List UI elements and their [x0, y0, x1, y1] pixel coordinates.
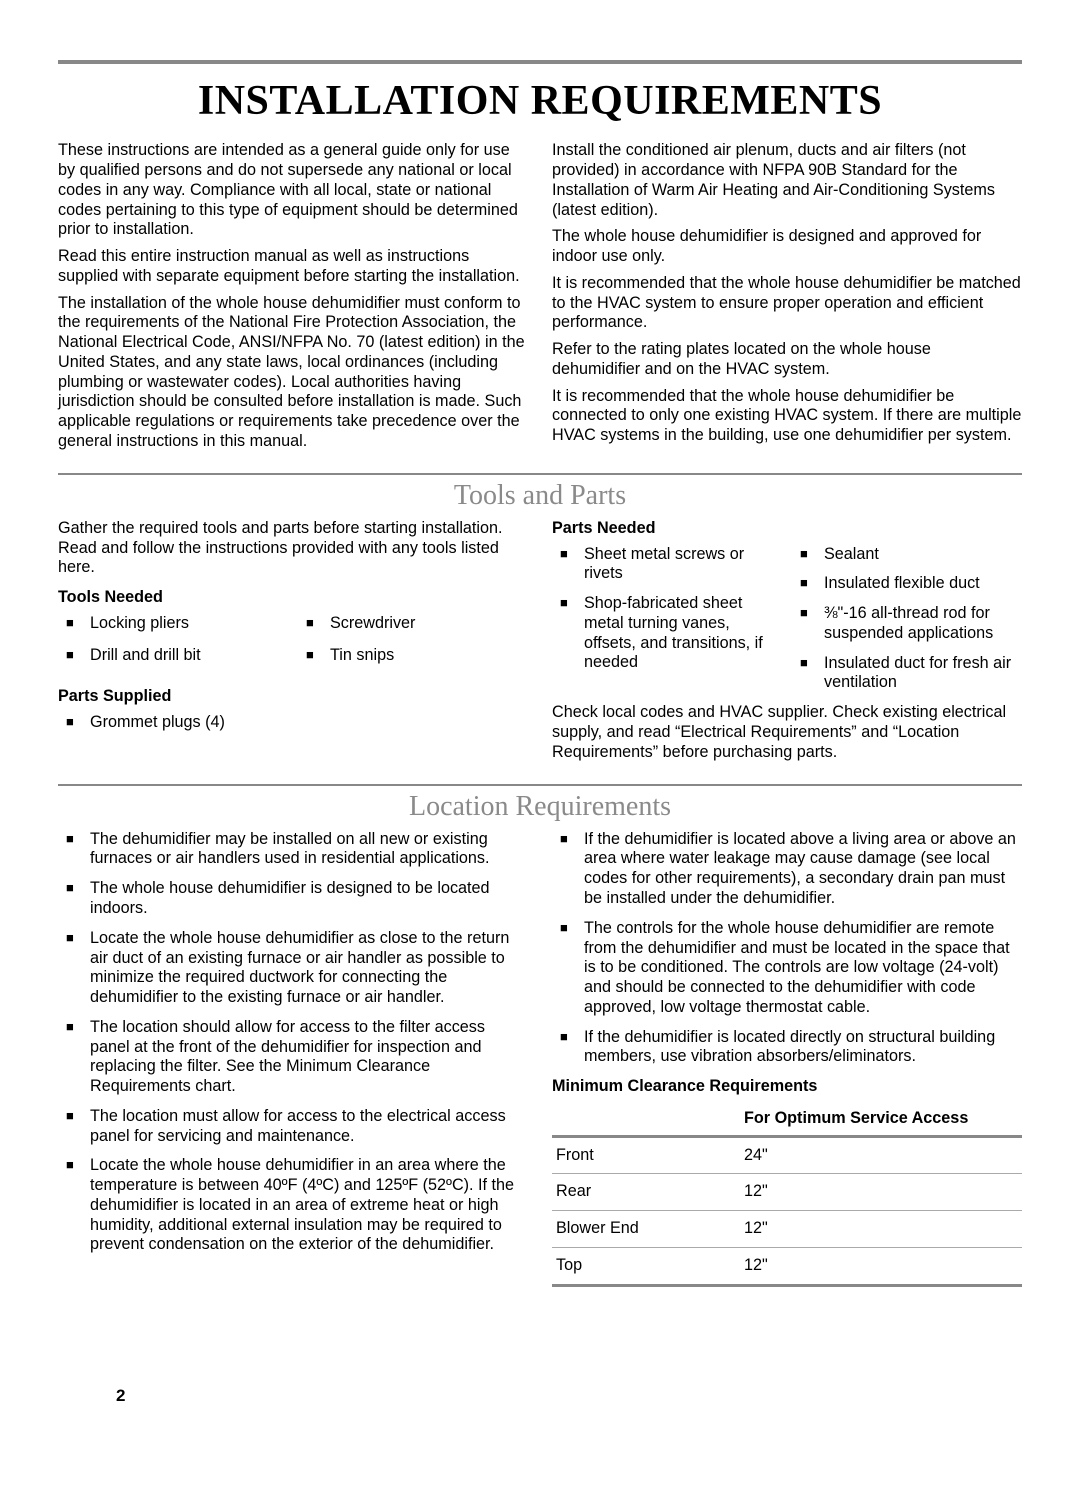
table-header-access: For Optimum Service Access	[740, 1103, 1022, 1136]
intro-left-col: These instructions are intended as a gen…	[58, 141, 528, 458]
intro-paragraph: Refer to the rating plates located on th…	[552, 340, 1022, 380]
table-header-blank	[552, 1103, 740, 1136]
location-left-list: The dehumidifier may be installed on all…	[58, 830, 528, 1256]
intro-columns: These instructions are intended as a gen…	[58, 141, 1022, 458]
list-item: ⅜"-16 all-thread rod for suspended appli…	[796, 604, 1022, 644]
tools-needed-label: Tools Needed	[58, 588, 528, 608]
list-item: Sheet metal screws or rivets	[556, 545, 782, 585]
list-item: Tin snips	[302, 646, 528, 666]
tools-needed-list: Screwdriver Tin snips	[298, 614, 528, 678]
tools-needed-lists: Locking pliers Drill and drill bit Screw…	[58, 614, 528, 678]
clearance-side: Front	[552, 1136, 740, 1174]
tools-parts-columns: Gather the required tools and parts befo…	[58, 519, 1022, 770]
clearance-side: Rear	[552, 1174, 740, 1211]
clearance-title: Minimum Clearance Requirements	[552, 1077, 1022, 1097]
location-right: If the dehumidifier is located above a l…	[552, 830, 1022, 1287]
table-row: Front 24"	[552, 1136, 1022, 1174]
list-item: The whole house dehumidifier is designed…	[62, 879, 528, 919]
intro-paragraph: Read this entire instruction manual as w…	[58, 247, 528, 287]
list-item: Grommet plugs (4)	[62, 713, 528, 733]
list-item: The location should allow for access to …	[62, 1018, 528, 1097]
tools-parts-heading: Tools and Parts	[58, 479, 1022, 513]
location-columns: The dehumidifier may be installed on all…	[58, 830, 1022, 1287]
clearance-value: 12"	[740, 1247, 1022, 1285]
table-row: Top 12"	[552, 1247, 1022, 1285]
parts-needed-list: Sheet metal screws or rivets Shop-fabric…	[552, 545, 782, 704]
list-item: Drill and drill bit	[62, 646, 288, 666]
main-heading: INSTALLATION REQUIREMENTS	[58, 76, 1022, 127]
clearance-table: For Optimum Service Access Front 24" Rea…	[552, 1103, 1022, 1287]
clearance-side: Blower End	[552, 1211, 740, 1248]
parts-needed-label: Parts Needed	[552, 519, 1022, 539]
table-row: Rear 12"	[552, 1174, 1022, 1211]
intro-paragraph: These instructions are intended as a gen…	[58, 141, 528, 240]
clearance-side: Top	[552, 1247, 740, 1285]
intro-paragraph: It is recommended that the whole house d…	[552, 274, 1022, 333]
gather-text: Gather the required tools and parts befo…	[58, 519, 528, 578]
table-header-row: For Optimum Service Access	[552, 1103, 1022, 1136]
list-item: Locate the whole house dehumidifier in a…	[62, 1156, 528, 1255]
clearance-value: 12"	[740, 1211, 1022, 1248]
intro-paragraph: It is recommended that the whole house d…	[552, 387, 1022, 446]
list-item: The dehumidifier may be installed on all…	[62, 830, 528, 870]
tools-parts-right: Parts Needed Sheet metal screws or rivet…	[552, 519, 1022, 770]
intro-paragraph: Install the conditioned air plenum, duct…	[552, 141, 1022, 220]
list-item: Locate the whole house dehumidifier as c…	[62, 929, 528, 1008]
list-item: The location must allow for access to th…	[62, 1107, 528, 1147]
check-text: Check local codes and HVAC supplier. Che…	[552, 703, 1022, 762]
top-rule	[58, 60, 1022, 64]
intro-paragraph: The installation of the whole house dehu…	[58, 294, 528, 452]
list-item: Insulated flexible duct	[796, 574, 1022, 594]
parts-supplied-list: Grommet plugs (4)	[58, 713, 528, 733]
list-item: Screwdriver	[302, 614, 528, 634]
list-item: If the dehumidifier is located above a l…	[556, 830, 1022, 909]
location-left: The dehumidifier may be installed on all…	[58, 830, 528, 1287]
list-item: If the dehumidifier is located directly …	[556, 1028, 1022, 1068]
list-item: Sealant	[796, 545, 1022, 565]
intro-paragraph: The whole house dehumidifier is designed…	[552, 227, 1022, 267]
clearance-value: 24"	[740, 1136, 1022, 1174]
parts-supplied-label: Parts Supplied	[58, 687, 528, 707]
list-item: The controls for the whole house dehumid…	[556, 919, 1022, 1018]
intro-right-col: Install the conditioned air plenum, duct…	[552, 141, 1022, 458]
list-item: Shop-fabricated sheet metal turning vane…	[556, 594, 782, 673]
location-heading: Location Requirements	[58, 790, 1022, 824]
tools-needed-list: Locking pliers Drill and drill bit	[58, 614, 288, 678]
parts-needed-lists: Sheet metal screws or rivets Shop-fabric…	[552, 545, 1022, 704]
tools-parts-left: Gather the required tools and parts befo…	[58, 519, 528, 770]
clearance-value: 12"	[740, 1174, 1022, 1211]
location-right-list: If the dehumidifier is located above a l…	[552, 830, 1022, 1067]
divider	[58, 473, 1022, 475]
list-item: Locking pliers	[62, 614, 288, 634]
parts-needed-list: Sealant Insulated flexible duct ⅜"-16 al…	[792, 545, 1022, 704]
table-row: Blower End 12"	[552, 1211, 1022, 1248]
list-item: Insulated duct for fresh air ventilation	[796, 654, 1022, 694]
divider	[58, 784, 1022, 786]
